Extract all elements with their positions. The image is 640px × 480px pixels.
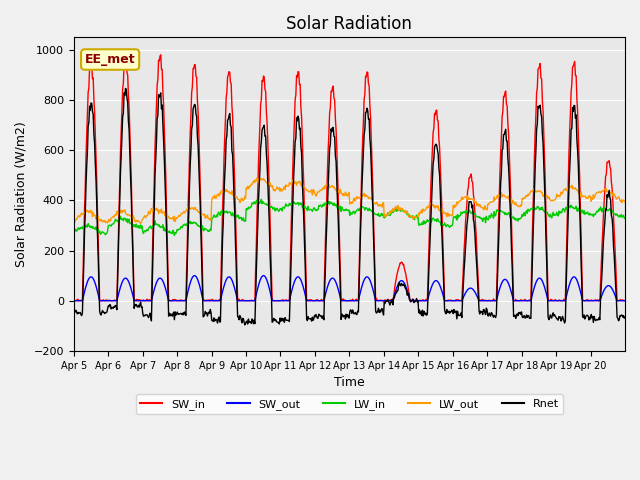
Line: LW_out: LW_out [74,178,625,223]
SW_in [70,298,77,303]
SW_out [134,298,142,303]
LW_out [265,181,273,187]
Legend: SW_in, SW_out, LW_in, LW_out, Rnet: SW_in, SW_out, LW_in, LW_out, Rnet [136,395,563,414]
SW_in [70,298,78,303]
SW_in [621,298,629,303]
SW_out [70,298,77,303]
Title: Solar Radiation: Solar Radiation [287,15,412,33]
SW_out [621,298,629,303]
X-axis label: Time: Time [334,376,365,389]
Text: EE_met: EE_met [85,53,136,66]
Rnet [135,304,143,310]
SW_in [408,298,415,303]
LW_in [408,214,415,220]
Line: SW_out: SW_out [74,276,625,300]
SW_in [237,298,245,303]
Y-axis label: Solar Radiation (W/m2): Solar Radiation (W/m2) [15,121,28,267]
SW_in [135,297,143,302]
LW_in [237,215,244,221]
Line: LW_in: LW_in [74,199,625,236]
LW_out [70,217,77,223]
LW_out [438,209,446,215]
LW_out [621,199,629,204]
Rnet [70,309,77,315]
LW_out [285,180,293,185]
LW_out [134,218,142,224]
SW_out [264,280,271,286]
LW_out [137,220,145,226]
Line: SW_in: SW_in [74,55,625,300]
Rnet [285,319,293,324]
LW_in [438,222,446,228]
Rnet [438,247,446,252]
LW_out [253,175,261,181]
Rnet [265,199,273,205]
SW_out [438,288,445,294]
LW_in [170,233,178,239]
Rnet [237,314,244,320]
Rnet [122,85,129,91]
SW_in [157,52,164,58]
SW_in [285,298,293,303]
Rnet [408,298,415,303]
LW_in [621,216,629,221]
SW_in [438,226,446,232]
SW_in [265,163,273,168]
Rnet [621,314,629,320]
LW_in [285,201,293,206]
LW_in [257,196,265,202]
LW_out [408,214,415,220]
SW_out [191,273,198,278]
SW_out [237,298,244,303]
Line: Rnet: Rnet [74,88,625,325]
SW_out [407,298,415,303]
Rnet [241,322,249,328]
LW_in [265,203,273,208]
LW_out [237,199,244,204]
LW_in [134,223,142,228]
SW_out [285,298,292,303]
LW_in [70,229,77,235]
